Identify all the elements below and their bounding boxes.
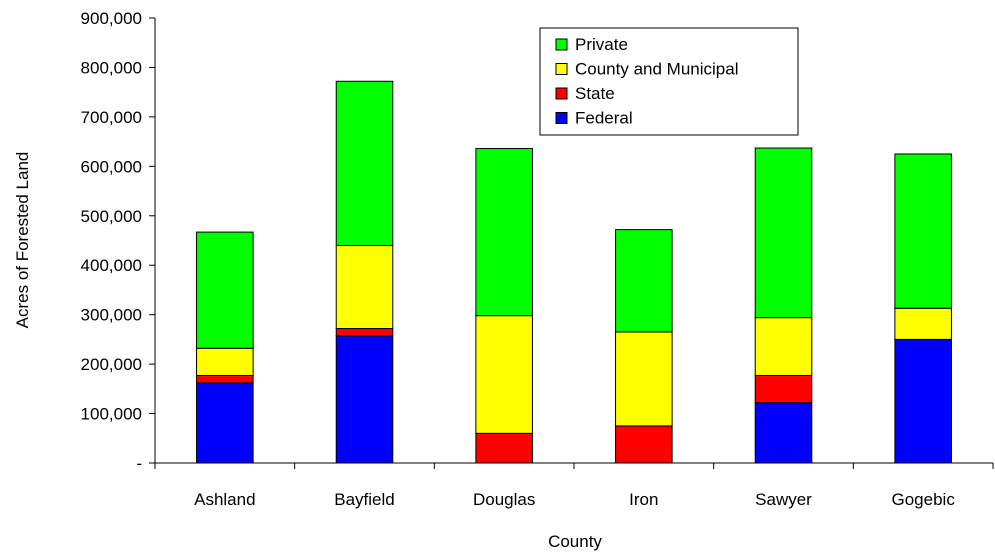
bar-segment-federal [196, 382, 254, 464]
y-tick-label: 800,000 [81, 58, 142, 77]
legend-label: Federal [575, 109, 633, 128]
legend-box [539, 27, 799, 136]
bar-segment-state [615, 425, 673, 464]
y-tick-label: 500,000 [81, 207, 142, 226]
y-tick-label: - [136, 454, 142, 473]
x-tick-label: Iron [629, 490, 658, 509]
y-tick-label: 300,000 [81, 306, 142, 325]
y-tick-label: 400,000 [81, 256, 142, 275]
bar-segment-county-and-municipal [196, 347, 254, 376]
y-tick-label: 700,000 [81, 108, 142, 127]
bar-segment-federal [335, 335, 394, 464]
bar-segment-state [754, 374, 813, 404]
bar-stack-sawyer [754, 147, 813, 464]
legend-swatch [555, 63, 568, 75]
bar-segment-federal [754, 402, 813, 464]
y-tick-label: 100,000 [81, 405, 142, 424]
bar-segment-county-and-municipal [475, 315, 533, 434]
x-tick-label: Sawyer [755, 490, 812, 509]
x-tick-label: Ashland [194, 490, 255, 509]
bar-segment-state [196, 374, 254, 384]
bar-segment-county-and-municipal [615, 331, 673, 427]
y-axis: - 100,000 200,000 300,000 400,000 500,000 600,… [81, 9, 156, 473]
x-tick-label: Bayfield [334, 490, 394, 509]
bar-segment-private [615, 229, 673, 333]
y-tick-label: 900,000 [81, 9, 142, 28]
bar-segment-state [475, 432, 533, 464]
bar-segment-private [335, 80, 394, 246]
legend-swatch [555, 38, 568, 51]
x-axis: Ashland Bayfield Douglas Iron Sawyer Gogebic [154, 462, 994, 509]
bar-segment-federal [894, 338, 952, 464]
bar-segment-county-and-municipal [335, 244, 394, 330]
bar-segment-private [475, 148, 533, 317]
x-tick-label: Gogebic [892, 490, 956, 509]
y-tick-label: 600,000 [81, 157, 142, 176]
legend-label: Private [575, 35, 628, 54]
x-axis-title: County [548, 532, 602, 551]
bar-segment-county-and-municipal [754, 317, 813, 376]
y-tick-label: 200,000 [81, 355, 142, 374]
bar-segment-private [754, 147, 813, 319]
legend-swatch [555, 112, 568, 124]
bar-segment-private [196, 231, 254, 349]
x-tick-label: Douglas [473, 490, 535, 509]
bar-stack-douglas [475, 148, 533, 464]
legend-swatch [555, 87, 568, 100]
bar-stack-iron [615, 229, 673, 464]
legend-label: County and Municipal [575, 60, 738, 79]
bar-segment-private [894, 153, 952, 309]
bar-stack-ashland [196, 231, 254, 464]
y-axis-title: Acres of Forested Land [13, 152, 32, 329]
bar-segment-state [335, 328, 394, 337]
legend: Private County and Municipal State Federal [539, 27, 799, 136]
legend-label: State [575, 84, 615, 103]
bars [196, 80, 952, 464]
bar-segment-county-and-municipal [894, 307, 952, 340]
bar-stack-gogebic [894, 153, 952, 464]
bar-stack-bayfield [335, 80, 394, 464]
